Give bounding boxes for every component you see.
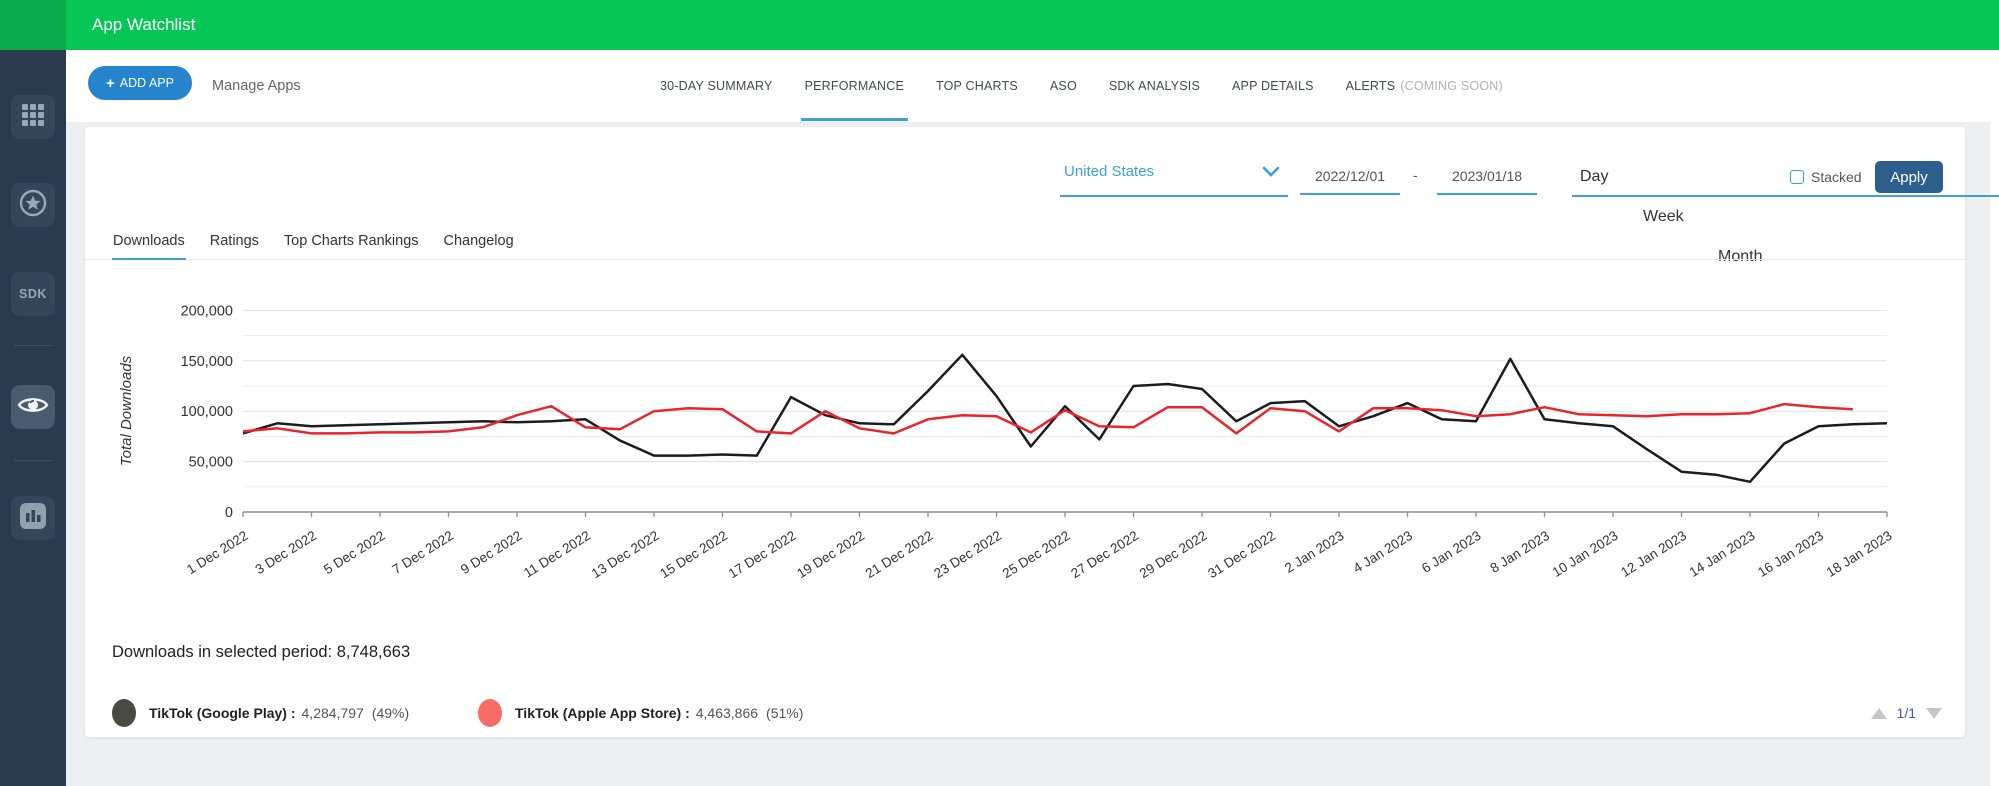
svg-text:18 Jan 2023: 18 Jan 2023 xyxy=(1824,528,1895,580)
svg-text:50,000: 50,000 xyxy=(189,455,233,471)
page-title: App Watchlist xyxy=(92,15,196,34)
page-indicator: 1/1 xyxy=(1896,705,1916,721)
svg-text:0: 0 xyxy=(225,505,233,521)
chart-tab-ratings[interactable]: Ratings xyxy=(209,233,259,249)
svg-text:200,000: 200,000 xyxy=(181,303,233,319)
stacked-label: Stacked xyxy=(1811,169,1862,185)
apple-store-share: (51%) xyxy=(766,705,804,721)
apple-store-swatch xyxy=(478,699,502,727)
svg-text:31 Dec 2022: 31 Dec 2022 xyxy=(1205,528,1278,581)
toolbar: + ADD APP Manage Apps 30-DAY SUMMARY PER… xyxy=(66,50,1999,122)
svg-text:4 Jan 2023: 4 Jan 2023 xyxy=(1350,528,1415,576)
chart-tab-bar: Downloads Ratings Top Charts Rankings Ch… xyxy=(85,225,1965,260)
scrollbar-track[interactable] xyxy=(1990,122,1999,786)
sidebar-item-sdk[interactable]: SDK xyxy=(11,272,55,316)
star-circle-icon xyxy=(19,189,47,222)
legend-google-play: TikTok (Google Play) : 4,284,797 (49%) xyxy=(112,698,409,728)
apple-store-total: 4,463,866 xyxy=(695,705,759,721)
svg-text:100,000: 100,000 xyxy=(181,404,233,420)
country-select[interactable]: United States xyxy=(1060,157,1288,197)
svg-text:1 Dec 2022: 1 Dec 2022 xyxy=(184,528,251,577)
svg-text:14 Jan 2023: 14 Jan 2023 xyxy=(1687,528,1758,580)
grid-icon xyxy=(21,103,45,132)
main-tab-bar: 30-DAY SUMMARY PERFORMANCE TOP CHARTS AS… xyxy=(660,50,1503,122)
granularity-week[interactable]: Week xyxy=(1643,208,1684,225)
coming-soon-label: (COMING SOON) xyxy=(1400,79,1503,93)
svg-text:Total Downloads: Total Downloads xyxy=(118,355,135,466)
top-bar: App Watchlist xyxy=(0,0,1999,50)
svg-text:23 Dec 2022: 23 Dec 2022 xyxy=(931,528,1004,581)
chevron-down-icon xyxy=(1262,165,1280,183)
chart-tab-changelog[interactable]: Changelog xyxy=(443,233,514,249)
manage-apps-link[interactable]: Manage Apps xyxy=(212,78,301,94)
chart-pagination: 1/1 xyxy=(1866,698,1942,728)
bar-chart-icon xyxy=(20,502,46,534)
google-play-swatch xyxy=(112,699,136,727)
tab-app-details[interactable]: APP DETAILS xyxy=(1232,79,1314,93)
svg-text:7 Dec 2022: 7 Dec 2022 xyxy=(390,528,457,577)
performance-card: United States - Day Week Month Stacked A… xyxy=(85,127,1999,737)
date-to-input[interactable] xyxy=(1437,159,1537,195)
brand-corner xyxy=(0,0,66,50)
country-underline xyxy=(1060,195,1288,197)
svg-text:6 Jan 2023: 6 Jan 2023 xyxy=(1419,528,1484,576)
svg-text:29 Dec 2022: 29 Dec 2022 xyxy=(1137,528,1210,581)
tab-alerts[interactable]: ALERTS (COMING SOON) xyxy=(1345,79,1503,93)
granularity-day[interactable]: Day xyxy=(1572,157,1999,197)
page-up-icon[interactable] xyxy=(1870,707,1887,719)
svg-text:9 Dec 2022: 9 Dec 2022 xyxy=(458,528,525,577)
svg-text:11 Dec 2022: 11 Dec 2022 xyxy=(521,528,593,581)
svg-text:3 Dec 2022: 3 Dec 2022 xyxy=(253,528,320,577)
svg-text:2 Jan 2023: 2 Jan 2023 xyxy=(1282,528,1347,576)
country-value: United States xyxy=(1064,163,1155,180)
sidebar: SDK xyxy=(0,50,66,786)
google-play-total: 4,284,797 xyxy=(301,705,364,721)
eye-icon xyxy=(17,394,49,421)
svg-text:5 Dec 2022: 5 Dec 2022 xyxy=(321,528,388,577)
add-app-button[interactable]: + ADD APP xyxy=(88,66,192,100)
period-total: 8,748,663 xyxy=(336,643,411,661)
sidebar-divider xyxy=(14,460,52,461)
chart-tab-top-charts-rankings[interactable]: Top Charts Rankings xyxy=(283,233,419,249)
svg-text:16 Jan 2023: 16 Jan 2023 xyxy=(1755,528,1826,580)
granularity-month[interactable]: Month xyxy=(1718,248,1763,265)
sidebar-divider xyxy=(14,345,52,346)
legend-apple-app-store: TikTok (Apple App Store) : 4,463,866 (51… xyxy=(478,698,803,728)
date-range-separator: - xyxy=(1413,167,1418,183)
google-play-share: (49%) xyxy=(371,705,410,721)
apply-button[interactable]: Apply xyxy=(1875,161,1943,193)
svg-text:25 Dec 2022: 25 Dec 2022 xyxy=(1000,528,1073,581)
sdk-icon: SDK xyxy=(19,287,47,301)
stacked-checkbox[interactable] xyxy=(1790,170,1804,184)
tab-aso[interactable]: ASO xyxy=(1049,79,1077,93)
svg-text:15 Dec 2022: 15 Dec 2022 xyxy=(657,528,730,581)
svg-text:10 Jan 2023: 10 Jan 2023 xyxy=(1550,528,1621,580)
tab-performance[interactable]: PERFORMANCE xyxy=(800,50,909,122)
svg-text:17 Dec 2022: 17 Dec 2022 xyxy=(726,528,799,581)
svg-text:21 Dec 2022: 21 Dec 2022 xyxy=(863,528,936,581)
date-from-input[interactable] xyxy=(1300,159,1400,195)
downloads-line-chart: 0 50,000 100,000 150,000 200,000 Total Downlo… xyxy=(118,303,1895,581)
chart-tab-downloads[interactable]: Downloads xyxy=(112,225,186,260)
tab-30-day-summary[interactable]: 30-DAY SUMMARY xyxy=(660,79,773,93)
sidebar-item-watchlist[interactable] xyxy=(11,385,55,429)
sidebar-item-apps-grid[interactable] xyxy=(11,95,55,139)
tab-sdk-analysis[interactable]: SDK ANALYSIS xyxy=(1108,79,1200,93)
page-down-icon[interactable] xyxy=(1926,707,1942,719)
sidebar-item-analytics[interactable] xyxy=(11,496,55,540)
content-area: United States - Day Week Month Stacked A… xyxy=(66,122,1999,786)
svg-text:27 Dec 2022: 27 Dec 2022 xyxy=(1068,528,1141,581)
stacked-toggle[interactable]: Stacked xyxy=(1790,157,1862,197)
svg-text:150,000: 150,000 xyxy=(181,354,233,370)
sidebar-item-top-apps[interactable] xyxy=(11,183,55,227)
plus-icon: + xyxy=(106,74,115,92)
svg-text:13 Dec 2022: 13 Dec 2022 xyxy=(589,528,662,581)
period-summary: Downloads in selected period: 8,748,663 xyxy=(112,643,411,661)
svg-text:8 Jan 2023: 8 Jan 2023 xyxy=(1487,528,1552,576)
svg-text:12 Jan 2023: 12 Jan 2023 xyxy=(1618,528,1689,580)
svg-text:19 Dec 2022: 19 Dec 2022 xyxy=(794,528,867,581)
tab-top-charts[interactable]: TOP CHARTS xyxy=(936,79,1018,93)
